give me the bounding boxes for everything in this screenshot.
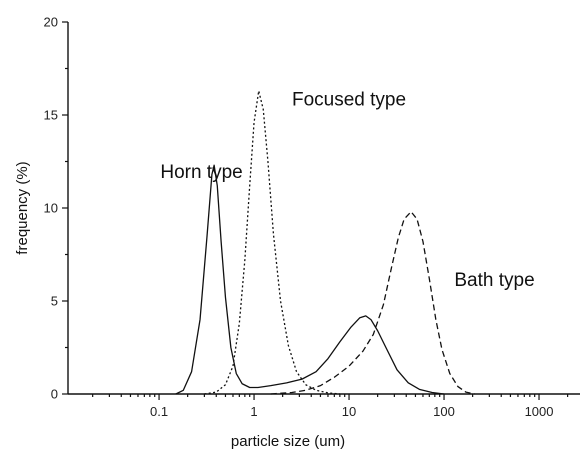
series-annotation: Horn type [160,162,242,183]
y-axis-title: frequency (%) [14,161,31,254]
x-axis-title: particle size (um) [231,433,345,450]
x-tick-label: 1000 [525,404,554,419]
y-tick-label: 5 [51,294,58,309]
series-line-focused-type [204,90,340,395]
y-tick-label: 10 [44,201,58,216]
x-tick-label: 1 [250,404,257,419]
series-annotation: Bath type [454,270,534,291]
series-line-horn-type [175,164,445,395]
y-tick-label: 15 [44,108,58,123]
x-tick-label: 10 [342,404,356,419]
plot-area: 0 5 10 15 20 0.1 1 10 100 1000 Horn type Focused ty… [44,15,580,419]
y-tick-label: 20 [44,15,58,30]
y-tick-label: 0 [51,387,58,402]
x-tick-label: 0.1 [150,404,168,419]
series-line-bath-type [270,211,475,395]
series-annotation: Focused type [292,90,406,111]
x-tick-label: 100 [433,404,455,419]
